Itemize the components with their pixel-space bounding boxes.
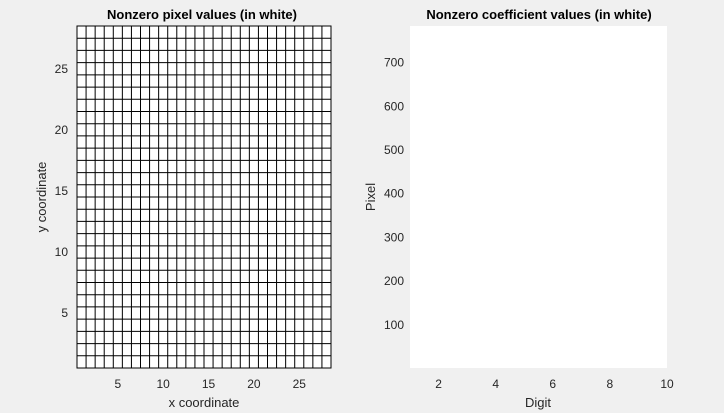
pixel-x-tick-label: 10 [156, 377, 170, 391]
pixel-x-tick-label: 5 [114, 377, 121, 391]
pixel-y-axis-label: y coordinate [34, 162, 49, 233]
coefficient-y-tick-label: 700 [384, 56, 404, 70]
pixel-y-tick-label: 20 [55, 123, 69, 137]
coefficient-y-tick-labels: 100 200 300 400 500 600 700 [384, 56, 404, 332]
coefficient-y-tick-label: 100 [384, 318, 404, 332]
pixel-x-tick-labels: 5 10 15 20 25 [114, 377, 306, 391]
coefficient-y-tick-label: 400 [384, 187, 404, 201]
pixel-chart: Nonzero pixel values (in white) 5 10 15 20 2… [34, 7, 332, 410]
coefficient-y-tick-label: 200 [384, 274, 404, 288]
pixel-grid-lines [76, 25, 332, 369]
pixel-y-tick-label: 10 [55, 245, 69, 259]
coefficient-y-tick-label: 500 [384, 143, 404, 157]
pixel-x-axis-label: x coordinate [169, 395, 240, 410]
pixel-x-tick-label: 20 [247, 377, 261, 391]
coefficient-y-tick-label: 300 [384, 230, 404, 244]
pixel-plot-border [76, 25, 332, 369]
coefficient-x-tick-label: 8 [607, 377, 614, 391]
coefficient-x-axis-label: Digit [525, 395, 551, 410]
coefficient-chart-title: Nonzero coefficient values (in white) [426, 7, 651, 22]
coefficient-x-tick-label: 6 [549, 377, 556, 391]
coefficient-y-axis-label: Pixel [363, 183, 378, 211]
coefficient-plot-area [410, 26, 667, 368]
pixel-grid [76, 25, 332, 369]
pixel-y-tick-label: 25 [55, 62, 69, 76]
coefficient-chart: Nonzero coefficient values (in white) 2 4… [363, 7, 674, 410]
pixel-chart-title: Nonzero pixel values (in white) [107, 7, 297, 22]
pixel-x-tick-label: 15 [202, 377, 216, 391]
coefficient-x-tick-labels: 2 4 6 8 10 [435, 377, 674, 391]
coefficient-x-tick-label: 2 [435, 377, 442, 391]
pixel-x-tick-label: 25 [293, 377, 307, 391]
coefficient-y-tick-label: 600 [384, 99, 404, 113]
pixel-y-tick-label: 15 [55, 184, 69, 198]
coefficient-x-tick-label: 4 [492, 377, 499, 391]
pixel-y-tick-label: 5 [61, 306, 68, 320]
coefficient-x-tick-label: 10 [660, 377, 674, 391]
pixel-y-tick-labels: 5 10 15 20 25 [55, 62, 69, 320]
